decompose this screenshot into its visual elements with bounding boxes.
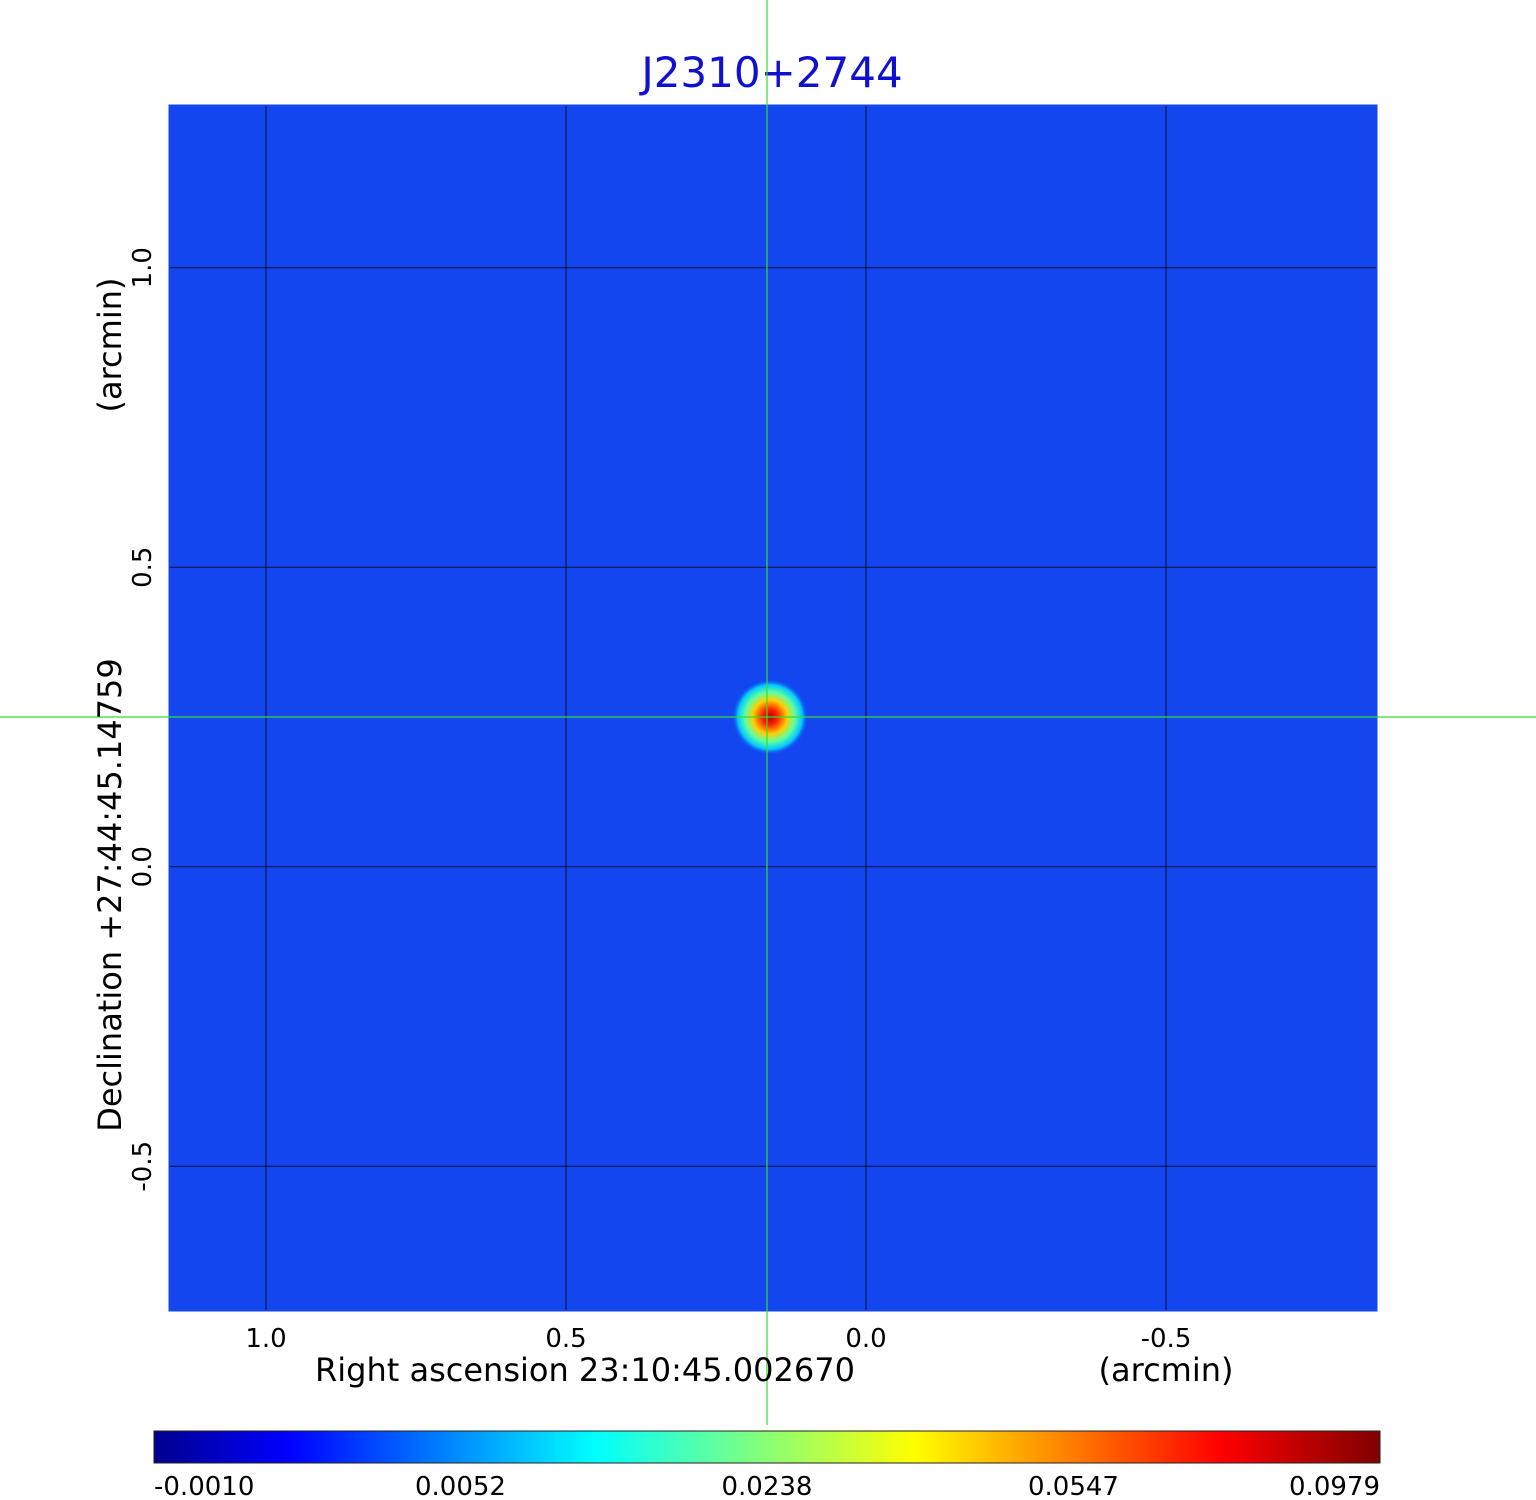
colorbar-tick-label: 0.0238 [722,1472,813,1500]
y-tick-label: -0.5 [128,1141,158,1192]
y-axis-label: Declination +27:44:45.14759 [91,658,129,1132]
x-tick-labels: 1.0 0.5 0.0 -0.5 [245,1324,1191,1354]
x-tick-label: -0.5 [1141,1324,1192,1354]
x-tick-label: 1.0 [245,1324,286,1354]
colorbar-tick-label: -0.0010 [154,1472,254,1500]
x-axis-label: Right ascension 23:10:45.002670 [315,1351,855,1389]
x-tick-label: 0.5 [545,1324,586,1354]
colorbar-tick-label: 0.0052 [415,1472,506,1500]
colorbar-tick-label: 0.0979 [1289,1472,1380,1500]
y-tick-label: 1.0 [128,247,158,288]
x-tick-label: 0.0 [845,1324,886,1354]
x-axis-unit: (arcmin) [1099,1351,1234,1389]
crosshair [0,0,1536,1425]
colorbar-tick-label: 0.0547 [1028,1472,1119,1500]
y-axis-unit: (arcmin) [91,278,129,413]
colorbar-tick-labels: -0.0010 0.0052 0.0238 0.0547 0.0979 [154,1472,1380,1500]
coordinate-grid [170,106,1376,1310]
y-tick-labels: 1.0 0.5 0.0 -0.5 [128,247,158,1192]
chart-title: J2310+2744 [638,48,902,97]
colorbar [153,1430,1381,1464]
y-tick-label: 0.5 [128,547,158,588]
y-tick-label: 0.0 [128,846,158,887]
